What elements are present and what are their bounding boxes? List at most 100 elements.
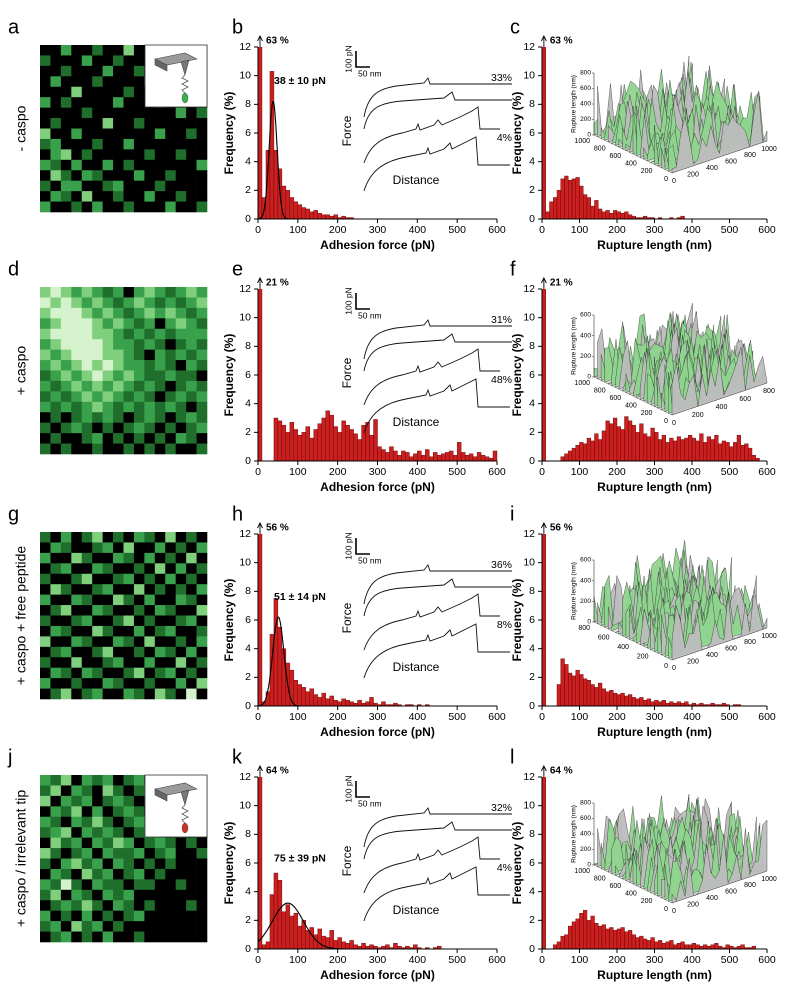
force-curve bbox=[363, 378, 510, 434]
distance-label: Distance bbox=[393, 173, 440, 187]
map-cell bbox=[186, 349, 197, 361]
bar bbox=[751, 455, 756, 461]
map-cell bbox=[40, 401, 51, 413]
x-tick-label: 100 bbox=[571, 466, 589, 478]
map-cell bbox=[123, 795, 135, 807]
y-tick-label: 4 bbox=[245, 885, 251, 897]
bar bbox=[325, 214, 330, 219]
map-cell bbox=[50, 180, 62, 192]
bar bbox=[452, 455, 458, 461]
y-tick-label: 12 bbox=[239, 41, 251, 53]
bar bbox=[468, 453, 474, 461]
map-cell bbox=[123, 837, 135, 849]
map-cell bbox=[92, 76, 103, 88]
bar bbox=[568, 672, 573, 706]
map-cell bbox=[60, 806, 72, 818]
map-cell bbox=[123, 159, 135, 171]
map-cell bbox=[102, 910, 114, 922]
map-cell bbox=[186, 380, 197, 392]
map-cell bbox=[50, 657, 62, 668]
floor-y-label: 200 bbox=[641, 168, 653, 175]
z-tick-label: 600 bbox=[580, 312, 591, 319]
map-cell bbox=[50, 76, 62, 88]
truncation-arrow bbox=[540, 34, 547, 47]
map-cell bbox=[50, 816, 62, 828]
bar bbox=[620, 692, 625, 706]
map-cell bbox=[92, 401, 103, 413]
map-cell bbox=[40, 380, 51, 392]
bar bbox=[309, 211, 314, 219]
map-cell bbox=[154, 615, 166, 627]
map-cell bbox=[113, 45, 124, 56]
map-cell bbox=[154, 433, 166, 444]
map-cell bbox=[165, 848, 176, 859]
y-axis-label: Frequency (%) bbox=[222, 822, 236, 905]
bar bbox=[484, 456, 490, 461]
bar bbox=[676, 701, 681, 706]
z-tick-label: 0 bbox=[587, 619, 591, 626]
map-cell bbox=[186, 646, 197, 658]
bar bbox=[594, 433, 599, 461]
map-cell bbox=[123, 848, 135, 859]
bar bbox=[654, 432, 659, 461]
map-cell bbox=[60, 858, 72, 870]
map-cell bbox=[81, 138, 93, 150]
map-cell bbox=[71, 128, 83, 140]
map-cell bbox=[165, 138, 176, 150]
x-tick-label: 0 bbox=[539, 224, 545, 236]
floor-y-label: 400 bbox=[625, 161, 637, 168]
map-cell bbox=[40, 625, 51, 637]
y-tick-label: 2 bbox=[529, 914, 535, 926]
map-cell bbox=[102, 806, 114, 818]
bar bbox=[598, 925, 603, 949]
y-tick-label: 10 bbox=[523, 556, 535, 568]
bar bbox=[349, 701, 354, 706]
bar bbox=[273, 598, 279, 706]
bar bbox=[560, 658, 565, 706]
map-cell bbox=[165, 287, 176, 298]
map-cell bbox=[175, 180, 187, 192]
bar bbox=[301, 207, 307, 219]
bar bbox=[613, 417, 618, 461]
bar bbox=[571, 921, 576, 949]
bar bbox=[313, 694, 318, 706]
map-cell bbox=[144, 180, 156, 192]
map-cell bbox=[60, 318, 72, 330]
map-cell bbox=[196, 900, 208, 911]
map-cell bbox=[71, 827, 83, 838]
map-cell bbox=[123, 422, 135, 434]
map-cell bbox=[71, 360, 83, 371]
map-cell bbox=[133, 65, 145, 77]
bar bbox=[321, 214, 326, 219]
map-cell bbox=[133, 422, 145, 434]
z-tick-label: 0 bbox=[587, 132, 591, 139]
map-cell bbox=[123, 532, 135, 543]
map-cell bbox=[113, 646, 124, 658]
map-cell bbox=[175, 900, 187, 911]
bar bbox=[571, 447, 576, 461]
bar bbox=[609, 213, 614, 219]
map-cell bbox=[123, 816, 135, 828]
scale-bar bbox=[355, 51, 370, 68]
map-cell bbox=[133, 868, 145, 880]
force-curve bbox=[363, 866, 510, 922]
x-tick-label: 100 bbox=[289, 954, 307, 966]
map-cell bbox=[92, 837, 103, 849]
map-cell bbox=[123, 921, 135, 932]
map-cell bbox=[60, 931, 72, 943]
distance-label: Distance bbox=[393, 903, 440, 917]
bar bbox=[628, 214, 633, 219]
map-cell bbox=[133, 149, 145, 161]
bar bbox=[586, 197, 591, 219]
map-cell bbox=[165, 931, 176, 943]
map-cell bbox=[50, 401, 62, 413]
pct-bottom: 4% bbox=[497, 132, 512, 144]
map-cell bbox=[133, 900, 145, 911]
map-cell bbox=[40, 785, 51, 797]
bar bbox=[575, 445, 580, 461]
map-cell bbox=[123, 76, 135, 88]
map-cell bbox=[133, 795, 145, 807]
bar bbox=[650, 937, 655, 949]
bar bbox=[583, 678, 588, 706]
map-cell bbox=[144, 349, 156, 361]
